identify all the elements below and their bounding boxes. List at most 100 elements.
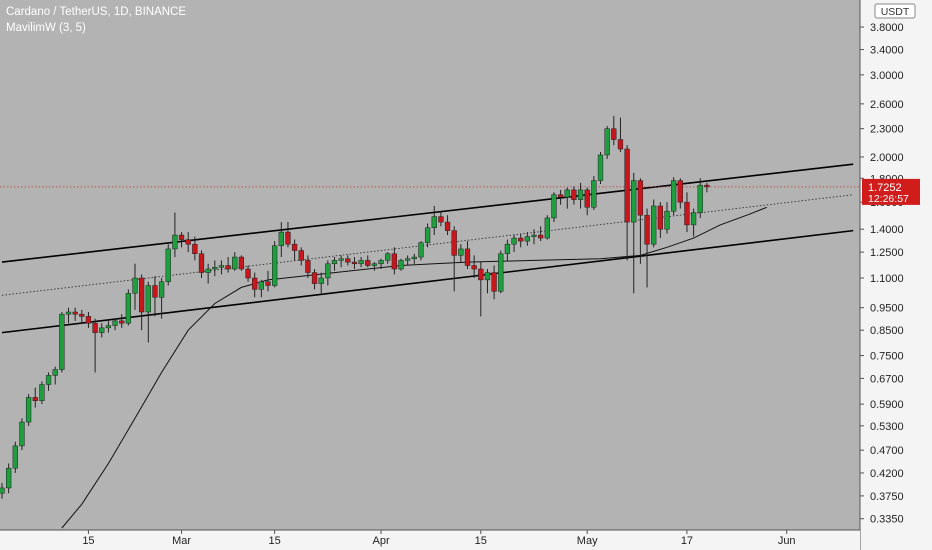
candle (198, 253, 205, 273)
y-tick-label: 0.4700 (870, 445, 904, 457)
candle (272, 245, 278, 286)
candle (192, 243, 198, 255)
candle (79, 313, 85, 317)
x-tick-label: May (577, 535, 598, 547)
candle (218, 265, 225, 268)
y-tick-label: 0.9500 (870, 303, 904, 315)
candle (65, 311, 72, 315)
y-tick-label: 0.8500 (870, 325, 904, 337)
candle (125, 293, 131, 324)
y-tick-label: 0.4200 (870, 468, 904, 480)
candle (172, 234, 178, 250)
candle (291, 243, 298, 251)
candle (105, 325, 112, 329)
candle (385, 253, 391, 261)
candle (551, 194, 557, 219)
candle (697, 184, 703, 213)
candle (624, 148, 630, 223)
x-tick-label: Mar (172, 535, 191, 547)
candle (25, 397, 32, 423)
y-tick-label: 1.1000 (870, 273, 904, 285)
candle (498, 253, 504, 292)
candle (631, 180, 637, 223)
candle (205, 268, 211, 273)
candle (19, 421, 25, 447)
y-tick-label: 2.0000 (870, 152, 904, 164)
time-axis[interactable] (0, 530, 860, 550)
candle (358, 260, 364, 265)
candle (424, 227, 431, 243)
candle (657, 205, 664, 230)
candle (32, 397, 38, 401)
candle (411, 256, 417, 259)
candle (225, 265, 231, 270)
candle (518, 237, 524, 242)
currency-badge-label: USDT (881, 6, 910, 18)
candle (305, 260, 311, 273)
y-tick-label: 1.4000 (870, 224, 904, 236)
currency-badge[interactable] (874, 3, 916, 19)
candle (651, 205, 657, 245)
candle (245, 268, 251, 279)
candle (351, 261, 358, 265)
candle (132, 277, 138, 294)
candle (677, 180, 683, 203)
x-tick-label: 17 (681, 535, 693, 547)
price-axis[interactable] (860, 0, 932, 550)
channel-mid-line (1, 194, 854, 296)
candle (165, 248, 171, 282)
candle (511, 237, 517, 245)
symbol-title: Cardano / TetherUS, 1D, BINANCE (6, 6, 187, 18)
candle (391, 253, 398, 270)
y-tick-label: 0.5900 (870, 399, 904, 411)
y-tick-label: 0.7500 (870, 351, 904, 363)
channel-upper-line (1, 163, 854, 263)
candle (704, 184, 710, 188)
candle (12, 445, 18, 469)
candle (471, 265, 477, 270)
candle (265, 281, 271, 286)
y-tick-label: 3.8000 (870, 22, 904, 34)
candle (398, 260, 404, 270)
candle (431, 216, 437, 228)
x-tick-label: 15 (269, 535, 281, 547)
mavilimw-line (61, 206, 767, 529)
candle (597, 154, 604, 181)
y-tick-label: 0.3750 (870, 491, 904, 503)
candle (252, 277, 258, 290)
candle (278, 231, 284, 247)
candle (6, 467, 12, 489)
candle (185, 239, 191, 245)
candle (637, 180, 644, 216)
candle (331, 260, 338, 265)
y-tick-label: 3.0000 (870, 70, 904, 82)
chart-legend: Cardano / TetherUS, 1D, BINANCE MavilimW… (6, 4, 186, 36)
candle (45, 375, 52, 385)
plot-area[interactable] (0, 0, 860, 530)
candle (451, 230, 457, 256)
candle (591, 180, 597, 208)
candle (152, 285, 158, 298)
x-tick-label: Apr (372, 535, 389, 547)
last-price-label (862, 178, 920, 205)
candle (52, 369, 58, 376)
last-price-value: 1.7252 (868, 182, 902, 194)
candle (664, 210, 670, 230)
candle (119, 320, 125, 324)
candle (690, 212, 697, 226)
candle (671, 180, 677, 212)
candle (464, 248, 471, 266)
candle (484, 272, 491, 281)
candle (99, 327, 105, 333)
candle (178, 234, 185, 240)
candle (418, 242, 424, 258)
candle (538, 234, 544, 239)
candle (238, 256, 245, 270)
candle (584, 189, 590, 208)
candle (378, 260, 384, 265)
candle (617, 139, 624, 150)
candle (318, 277, 324, 284)
x-tick-label: 15 (82, 535, 94, 547)
